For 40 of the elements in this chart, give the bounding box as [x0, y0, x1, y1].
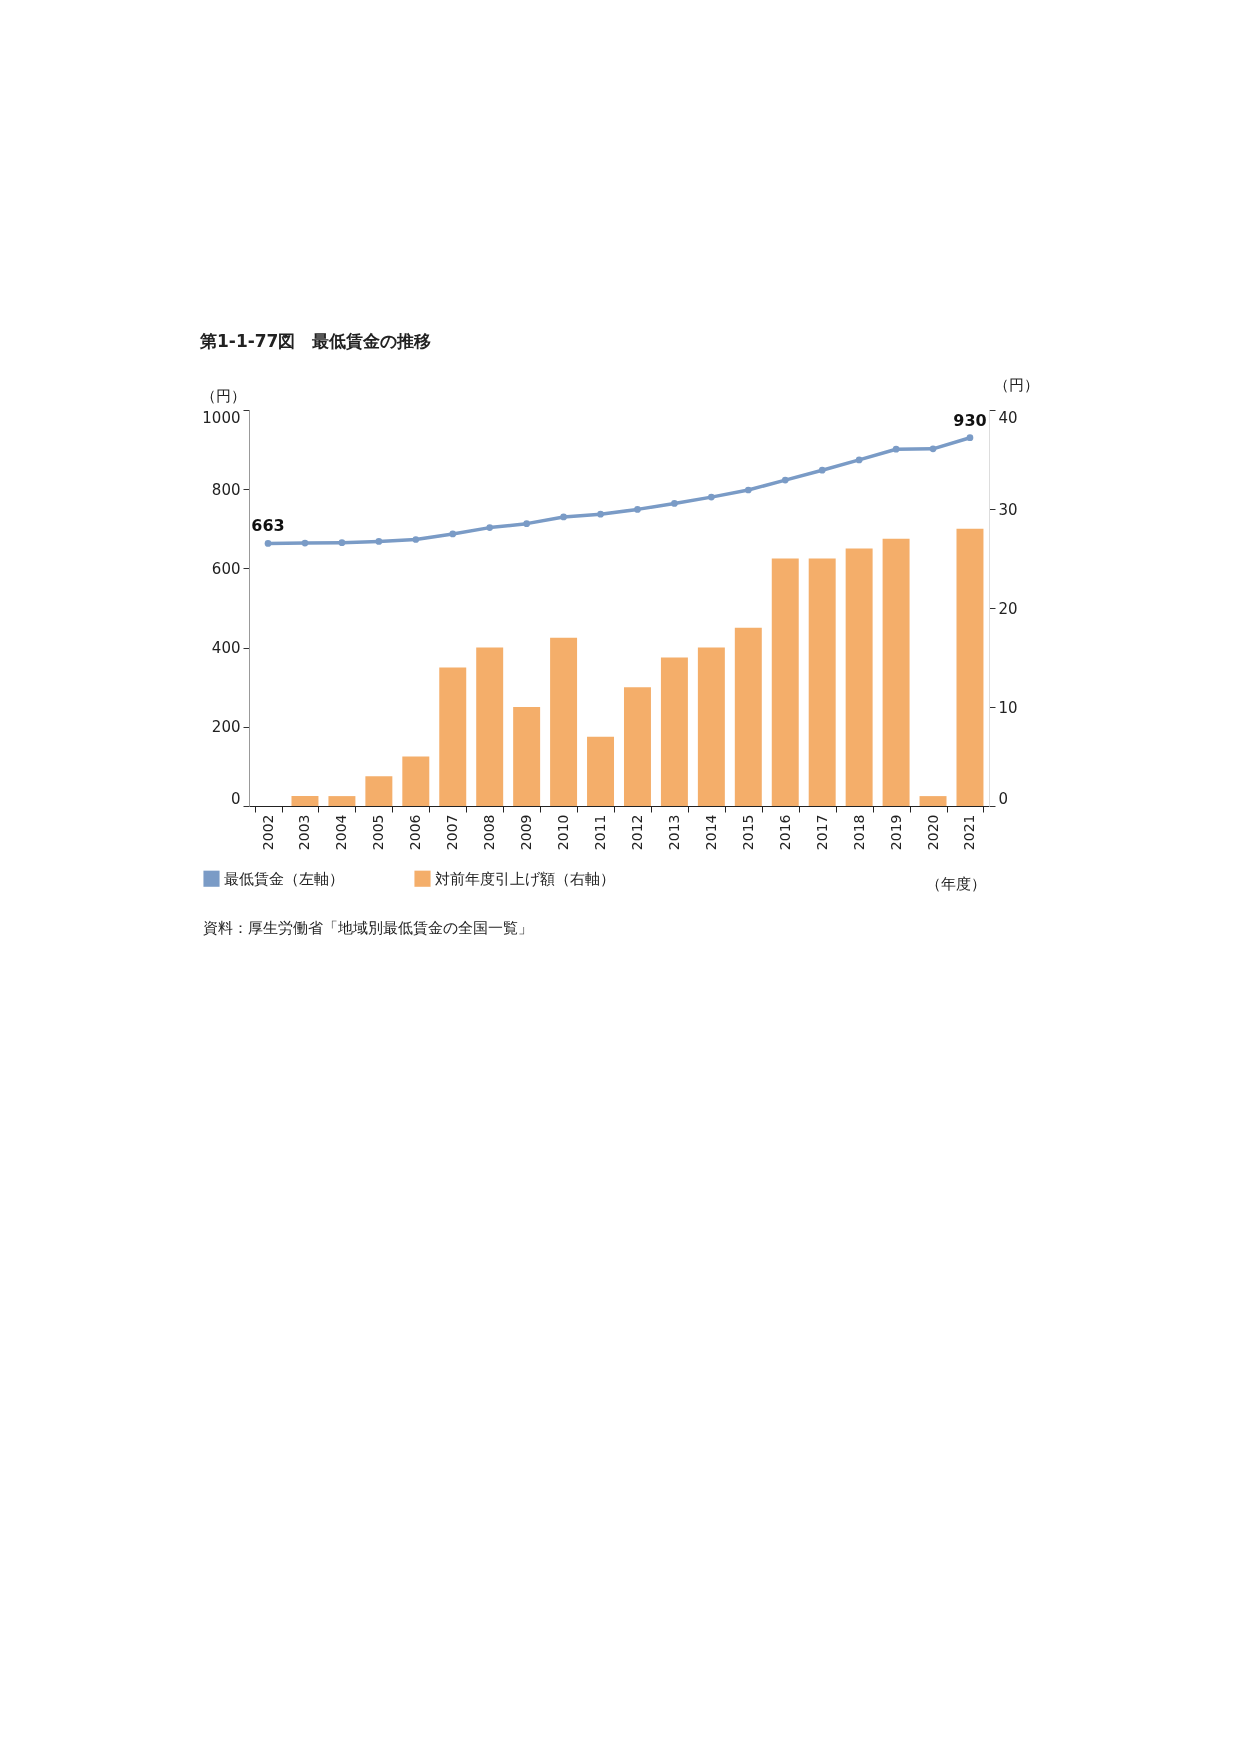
legend-label: 対前年度引上げ額（右軸） — [435, 869, 615, 888]
data-label: 930 — [953, 410, 987, 430]
x-tick-label: 2020 — [924, 814, 941, 851]
chart-title: 第1-1-77図 最低賃金の推移 — [199, 331, 432, 351]
x-tick-label: 2008 — [481, 814, 498, 851]
x-tick-label: 2012 — [628, 814, 645, 851]
y-axis-title: （円） — [200, 386, 246, 405]
x-tick-label: 2016 — [776, 814, 793, 851]
legend-label: 最低賃金（左軸） — [224, 869, 344, 888]
x-tick-label: 2006 — [407, 814, 424, 851]
x-tick-label: 2018 — [850, 814, 867, 851]
x-tick-label: 2017 — [813, 814, 830, 851]
x-tick-label: 2004 — [333, 814, 350, 851]
x-tick-label: 2013 — [665, 814, 682, 851]
data-label: 663 — [251, 516, 285, 536]
y-tick-label: 0 — [230, 789, 241, 808]
y2-tick-label: 20 — [998, 599, 1018, 618]
x-tick-label: 2009 — [518, 814, 535, 851]
x-tick-label: 2014 — [702, 814, 719, 851]
y-tick-label: 400 — [211, 639, 241, 658]
y2-tick-label: 40 — [998, 408, 1018, 427]
x-tick-label: 2007 — [444, 814, 461, 851]
y2-tick-label: 10 — [998, 698, 1018, 717]
y-tick-label: 200 — [211, 718, 241, 737]
y-tick-label: 1000 — [202, 408, 241, 427]
x-tick-label: 2015 — [739, 814, 756, 851]
y-tick-label: 600 — [211, 559, 241, 578]
x-tick-label: 2003 — [296, 814, 313, 851]
x-tick-label: 2002 — [259, 814, 276, 851]
x-tick-label: 2011 — [592, 814, 609, 851]
y2-tick-label: 30 — [998, 500, 1018, 519]
x-axis-title: （年度） — [925, 874, 986, 893]
x-tick-label: 2021 — [961, 814, 978, 851]
text: 資料：厚生労働省「地域別最低賃金の全国一覧」 — [203, 919, 533, 937]
x-tick-label: 2019 — [887, 814, 904, 851]
y-tick-label: 800 — [211, 480, 241, 499]
x-tick-label: 2010 — [555, 814, 572, 851]
y2-axis-title: （円） — [993, 375, 1039, 394]
y2-tick-label: 0 — [998, 789, 1009, 808]
x-tick-label: 2005 — [370, 814, 387, 851]
